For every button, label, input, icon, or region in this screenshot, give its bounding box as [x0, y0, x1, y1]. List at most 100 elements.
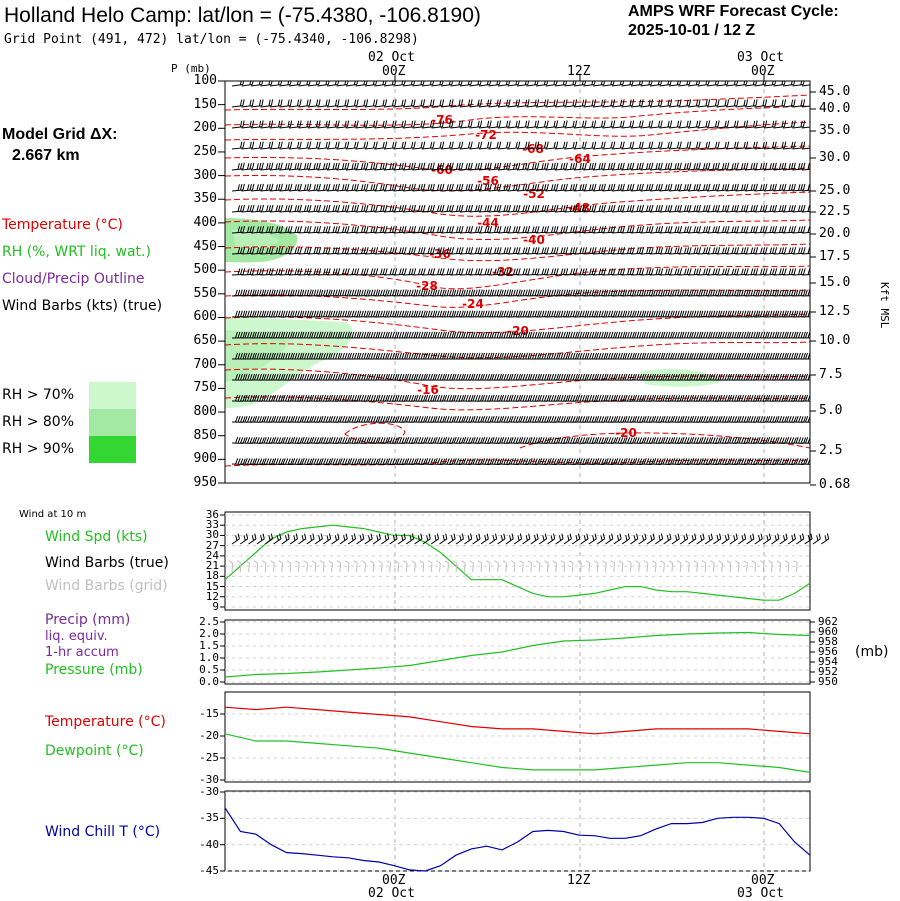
barb-flag: [323, 205, 325, 211]
barb-flag: [570, 332, 572, 338]
barb-flag: [397, 290, 399, 296]
barb-flag: [342, 374, 344, 380]
barb-flag: [525, 311, 527, 317]
barb-shaft: [717, 127, 728, 128]
barb-flag: [544, 226, 546, 232]
barb-shaft: [622, 253, 633, 254]
barb-flag: [466, 311, 468, 317]
barb-flag: [748, 374, 750, 380]
barb-shaft: [517, 84, 528, 86]
barb-flag: [504, 332, 506, 338]
barb-flag: [582, 142, 585, 148]
barb-flag: [509, 311, 511, 317]
barb-shaft: [774, 127, 785, 128]
barb-flag: [473, 332, 475, 338]
barb-shaft: [308, 84, 319, 86]
barb-shaft: [536, 211, 547, 212]
barb-flag: [701, 332, 703, 338]
barb-flag: [542, 248, 544, 254]
barb-flag: [537, 311, 539, 317]
barb-flag: [316, 374, 318, 380]
barb-flag: [620, 79, 623, 85]
barb-flag: [788, 184, 791, 190]
barb-flag: [411, 142, 414, 148]
isotherm-label: -72: [475, 128, 497, 142]
barb-flag: [452, 332, 454, 338]
barb-flag: [784, 99, 787, 105]
barb-shaft: [289, 127, 300, 128]
barb-flag: [642, 311, 644, 317]
barb-flag: [250, 311, 252, 317]
barb-shaft: [527, 84, 538, 86]
barb-shaft: [498, 84, 509, 86]
barb-flag: [744, 332, 746, 338]
barb-flag: [751, 374, 753, 380]
barb-flag: [392, 100, 395, 106]
barb-flag: [803, 142, 806, 148]
barb-flag: [437, 184, 440, 190]
barb-flag: [375, 121, 378, 127]
barb-shaft: [660, 148, 671, 149]
barb-flag: [425, 353, 427, 359]
barb-flag: [689, 205, 691, 211]
barb-shaft: [631, 232, 642, 233]
barb-flag: [734, 311, 736, 317]
barb-shaft: [536, 169, 547, 170]
barb-flag: [551, 374, 553, 380]
barb-flag: [302, 290, 304, 296]
barb-flag: [444, 311, 446, 317]
barb-flag: [532, 226, 534, 232]
barb-flag: [604, 247, 606, 253]
barb-flag: [411, 290, 413, 296]
barb-flag: [803, 99, 806, 105]
barb-flag: [655, 163, 658, 169]
isotherm: [225, 192, 810, 216]
barb-flag: [373, 395, 375, 401]
barb-shaft: [802, 169, 813, 170]
barb-flag: [656, 332, 658, 338]
barb-flag: [390, 395, 392, 401]
barb-flag: [437, 269, 439, 275]
barb-flag: [468, 121, 471, 127]
barb-flag: [295, 226, 297, 232]
barb-shaft: [745, 232, 756, 233]
barb-flag: [794, 205, 796, 211]
barb-shaft: [584, 106, 595, 107]
barb-flag: [375, 99, 378, 105]
barb-shaft: [688, 190, 699, 191]
barb-flag: [333, 395, 335, 401]
barb-flag: [591, 100, 594, 106]
barb-flag: [670, 332, 672, 338]
isotherm-label: -24: [462, 297, 484, 311]
barb-shaft: [242, 106, 253, 107]
barb-flag: [421, 332, 423, 338]
barb-flag: [376, 226, 378, 232]
barb-flag: [468, 142, 471, 148]
barb-flag: [376, 247, 378, 253]
barb-flag: [724, 142, 727, 148]
barb-shaft: [546, 190, 557, 191]
barb-flag: [803, 268, 805, 274]
barb-flag: [511, 353, 513, 359]
barb-flag: [753, 332, 755, 338]
isotherm-label: -20: [507, 324, 529, 338]
barb-flag: [542, 311, 544, 317]
barb-flag: [238, 311, 240, 317]
barb-flag: [758, 353, 760, 359]
barb-flag: [630, 269, 632, 275]
barb-flag: [558, 374, 560, 380]
barb-flag: [670, 353, 672, 359]
barb-flag: [304, 184, 307, 190]
barb-flag: [456, 311, 458, 317]
barb-flag: [591, 184, 594, 190]
barb-flag: [475, 374, 477, 380]
barb-shaft: [574, 148, 585, 149]
barb-flag: [798, 205, 800, 211]
barb-flag: [342, 353, 344, 359]
barb-flag: [627, 290, 629, 296]
barb-flag: [717, 184, 720, 190]
barb-flag: [342, 311, 344, 317]
barb-flag: [525, 290, 527, 296]
barb-flag: [737, 268, 739, 274]
barb-flag: [402, 226, 404, 232]
